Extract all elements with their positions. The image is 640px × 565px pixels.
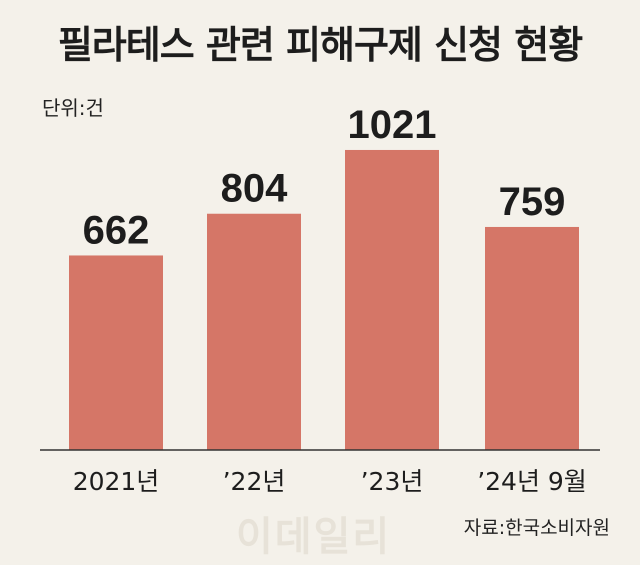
source-label: 자료:한국소비자원 (463, 517, 610, 539)
x-tick-label-0: 2021년 (73, 467, 160, 496)
bar-1 (207, 213, 301, 450)
data-label-2: 1021 (348, 103, 437, 147)
bar-3 (485, 226, 579, 450)
watermark: 이데일리 (236, 514, 392, 560)
bar-2 (345, 149, 439, 450)
x-tick-label-3: ’24년 9월 (477, 467, 587, 496)
data-label-3: 759 (499, 180, 566, 224)
data-label-1: 804 (221, 167, 288, 211)
x-tick-label-1: ’22년 (223, 467, 286, 496)
chart-title: 필라테스 관련 피해구제 신청 현황 (57, 23, 583, 67)
x-tick-label-2: ’23년 (361, 467, 424, 496)
bar-0 (69, 255, 163, 450)
data-label-0: 662 (83, 208, 150, 252)
unit-label: 단위:건 (42, 96, 104, 120)
